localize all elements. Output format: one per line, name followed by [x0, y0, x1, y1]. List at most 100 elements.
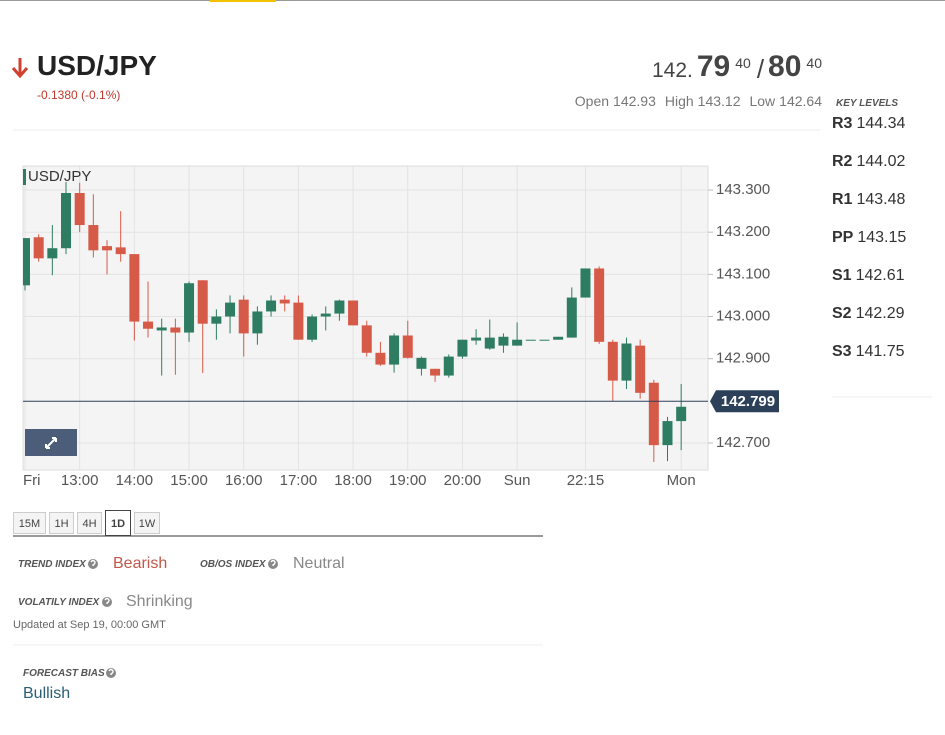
- key-level: R1 143.48: [832, 191, 905, 209]
- candle-body: [498, 336, 509, 346]
- candle-body: [662, 421, 673, 446]
- plot-area: [22, 165, 709, 471]
- candle-body: [389, 335, 400, 365]
- y-tick-label: 143.200: [716, 223, 770, 240]
- candle-body: [156, 327, 167, 331]
- separator: /: [756, 54, 765, 84]
- candle-body: [402, 335, 413, 358]
- volatility-label: VOLATILY INDEX: [18, 597, 100, 608]
- key-level-value: 141.75: [855, 343, 905, 360]
- candle-body: [115, 247, 126, 255]
- expand-icon: [45, 437, 57, 449]
- candle-body: [676, 406, 687, 422]
- bid-prefix: 142.: [651, 59, 693, 82]
- obos-label: OB/OS INDEX: [200, 559, 266, 570]
- last-price-label: 142.799: [721, 393, 775, 410]
- candle-body: [33, 237, 44, 259]
- chart-title: USD/JPY: [28, 168, 91, 185]
- x-tick-label: 20:00: [444, 472, 482, 489]
- grid: [23, 166, 713, 470]
- timeframe-tab[interactable]: 1D: [105, 510, 131, 536]
- x-tick-label: 22:15: [567, 472, 605, 489]
- updated: Updated at Sep 19, 00:00 GMT: [13, 619, 166, 631]
- symbol: USD/JPY: [37, 50, 157, 81]
- timeframe-tab[interactable]: 1H: [49, 512, 74, 534]
- candle-body: [23, 238, 30, 286]
- expand-button[interactable]: [25, 429, 77, 456]
- key-level-name: S3: [832, 343, 852, 360]
- y-tick-label: 143.100: [716, 265, 770, 282]
- y-tick-label: 142.700: [716, 434, 770, 451]
- candle-body: [648, 382, 659, 446]
- key-level-name: PP: [832, 229, 854, 246]
- candle-body: [47, 248, 58, 259]
- forecast-value: Bullish: [23, 685, 71, 702]
- key-level-name: S2: [832, 305, 852, 322]
- last-price-tag: [710, 390, 779, 413]
- x-tick-label: 14:00: [116, 472, 154, 489]
- candle-body: [74, 192, 85, 226]
- key-level-value: 143.15: [857, 229, 907, 246]
- candle-body: [293, 302, 304, 340]
- ask-pip: 40: [806, 55, 822, 71]
- candle-body: [635, 345, 646, 393]
- candle-body: [375, 352, 386, 365]
- x-tick-label: 16:00: [225, 472, 263, 489]
- x-tick-label: 18:00: [334, 472, 372, 489]
- timeframe-tab[interactable]: 15M: [13, 512, 46, 534]
- candle-body: [184, 283, 195, 333]
- candle-body: [170, 327, 181, 333]
- x-tick-label: 17:00: [280, 472, 318, 489]
- candle-body: [266, 300, 277, 312]
- trend-value: Bearish: [113, 555, 168, 572]
- key-level-name: R1: [832, 191, 853, 208]
- timeframe-tab[interactable]: 4H: [77, 512, 102, 534]
- down-arrow-icon: [11, 58, 29, 79]
- volatility-value: Shrinking: [126, 593, 193, 610]
- candle-body: [607, 341, 618, 381]
- ask-big: 80: [768, 50, 802, 83]
- obos-value: Neutral: [293, 555, 345, 572]
- key-level: S2 142.29: [832, 305, 905, 323]
- x-tick-label: Fri: [23, 472, 41, 489]
- bid-big: 79: [696, 50, 731, 83]
- stat-label: Open: [574, 93, 610, 109]
- key-level-value: 144.02: [856, 153, 906, 170]
- key-level-value: 142.29: [855, 305, 905, 322]
- candle-body: [361, 325, 372, 353]
- key-level: PP 143.15: [832, 229, 906, 247]
- candle-body: [238, 299, 249, 334]
- stat: Low 142.64: [749, 93, 822, 109]
- candles: [23, 182, 687, 462]
- key-level: S3 141.75: [832, 343, 905, 361]
- y-tick-label: 143.300: [716, 181, 770, 198]
- x-tick-label: 13:00: [61, 472, 99, 489]
- candle-body: [348, 300, 359, 326]
- key-level-name: R2: [832, 153, 853, 170]
- candle-body: [197, 280, 208, 324]
- x-tick-label: 19:00: [389, 472, 427, 489]
- key-level-value: 144.34: [856, 115, 906, 132]
- candle-body: [279, 299, 290, 304]
- candle-body: [471, 337, 482, 341]
- candle-body: [129, 254, 140, 322]
- candle-body: [430, 368, 441, 376]
- stat-value: 142.93: [613, 93, 656, 109]
- stat-label: Low: [749, 93, 776, 109]
- title-marker: [23, 169, 26, 185]
- key-level-value: 142.61: [855, 267, 905, 284]
- key-levels-title: KEY LEVELS: [836, 98, 899, 109]
- candle-body: [539, 339, 550, 341]
- top-accent: [210, 0, 276, 2]
- price-quote: 142. 79 40 / 80 40: [652, 48, 822, 85]
- stat-label: High: [664, 93, 694, 109]
- candle-body: [102, 246, 113, 251]
- forecast-label: FORECAST BIAS: [23, 668, 105, 679]
- stat-value: 142.64: [779, 93, 822, 109]
- candle-body: [211, 316, 222, 324]
- timeframe-tab[interactable]: 1W: [134, 512, 160, 534]
- y-tick-label: 143.000: [716, 307, 770, 324]
- candle-body: [553, 336, 564, 340]
- candle-body: [416, 357, 427, 369]
